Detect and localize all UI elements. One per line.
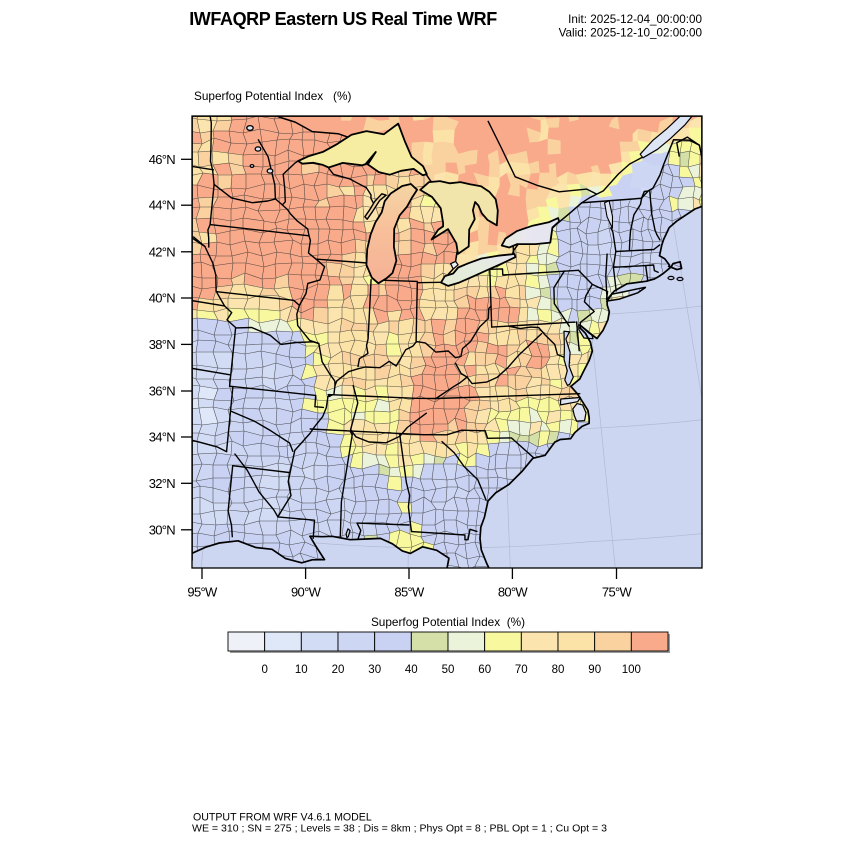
svg-text:42°N: 42°N [149, 244, 176, 259]
svg-text:36°N: 36°N [149, 384, 176, 399]
svg-text:75°W: 75°W [602, 585, 633, 600]
svg-text:30°N: 30°N [149, 522, 176, 537]
svg-text:IWFAQRP Eastern US Real Time W: IWFAQRP Eastern US Real Time WRF [189, 9, 497, 29]
svg-text:80: 80 [552, 664, 565, 676]
svg-text:Valid: 2025-12-10_02:00:00: Valid: 2025-12-10_02:00:00 [559, 27, 703, 40]
svg-text:100: 100 [622, 664, 641, 676]
svg-text:Superfog Potential Index (%): Superfog Potential Index (%) [194, 89, 351, 103]
svg-text:32°N: 32°N [149, 476, 176, 491]
svg-text:20: 20 [332, 664, 345, 676]
svg-text:80°W: 80°W [498, 585, 529, 600]
svg-text:50: 50 [442, 664, 455, 676]
svg-text:0: 0 [261, 664, 267, 676]
svg-text:OUTPUT FROM WRF V4.6.1 MODEL: OUTPUT FROM WRF V4.6.1 MODEL [193, 812, 372, 824]
svg-text:WE = 310 ; SN = 275 ; Levels =: WE = 310 ; SN = 275 ; Levels = 38 ; Dis … [192, 823, 607, 835]
svg-text:46°N: 46°N [149, 152, 176, 167]
svg-text:30: 30 [368, 664, 381, 676]
svg-text:10: 10 [295, 664, 308, 676]
svg-text:44°N: 44°N [149, 198, 176, 213]
svg-text:34°N: 34°N [149, 430, 176, 445]
svg-text:38°N: 38°N [149, 337, 176, 352]
svg-text:90°W: 90°W [291, 585, 322, 600]
svg-text:Superfog Potential Index (%): Superfog Potential Index (%) [371, 615, 525, 629]
svg-text:85°W: 85°W [394, 585, 425, 600]
svg-text:60: 60 [478, 664, 491, 676]
svg-text:40°N: 40°N [149, 291, 176, 306]
svg-text:70: 70 [515, 664, 528, 676]
svg-text:90: 90 [588, 664, 601, 676]
svg-text:Init: 2025-12-04_00:00:00: Init: 2025-12-04_00:00:00 [568, 13, 702, 26]
svg-text:95°W: 95°W [187, 585, 218, 600]
svg-text:40: 40 [405, 664, 418, 676]
